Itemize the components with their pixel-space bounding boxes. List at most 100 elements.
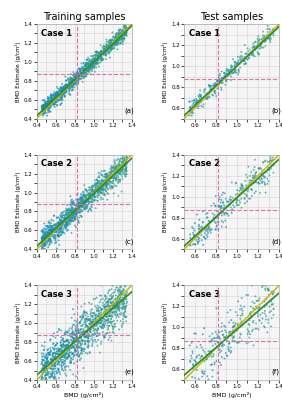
- Point: [56, 350, 60, 357]
- Point: [83, 69, 88, 76]
- Point: [66, 214, 70, 221]
- Y-axis label: BMD Estimate (g/cm²): BMD Estimate (g/cm²): [162, 302, 168, 363]
- Point: [80, 201, 85, 208]
- Point: [121, 300, 125, 307]
- Point: [75, 192, 79, 198]
- Point: [124, 30, 129, 37]
- Point: [45, 352, 49, 358]
- Point: [63, 219, 68, 225]
- Point: [230, 69, 234, 75]
- Point: [48, 104, 52, 111]
- Point: [67, 207, 71, 214]
- Point: [115, 170, 120, 176]
- Point: [254, 320, 258, 327]
- Point: [49, 95, 54, 101]
- Point: [231, 202, 235, 208]
- Point: [40, 374, 44, 380]
- Point: [121, 164, 125, 171]
- Point: [70, 210, 74, 216]
- Point: [100, 318, 105, 324]
- Point: [116, 168, 120, 174]
- Point: [78, 326, 83, 332]
- Point: [112, 324, 116, 330]
- Point: [122, 35, 127, 42]
- Point: [50, 96, 54, 102]
- Point: [68, 334, 72, 340]
- Point: [111, 325, 115, 332]
- Point: [206, 218, 211, 224]
- Point: [259, 171, 264, 177]
- Point: [100, 178, 104, 184]
- Point: [102, 42, 106, 49]
- Point: [111, 34, 116, 40]
- Point: [49, 220, 53, 227]
- Point: [81, 203, 85, 210]
- Point: [230, 64, 234, 71]
- Point: [41, 236, 46, 242]
- Point: [47, 236, 51, 243]
- Point: [120, 290, 124, 296]
- Point: [54, 376, 58, 382]
- Point: [66, 222, 70, 228]
- Point: [225, 73, 230, 80]
- Point: [118, 286, 122, 293]
- Point: [52, 104, 57, 110]
- Point: [80, 195, 84, 201]
- Point: [213, 203, 218, 210]
- Point: [74, 334, 79, 340]
- Point: [104, 48, 108, 54]
- Point: [64, 344, 69, 350]
- Point: [207, 89, 212, 96]
- Point: [120, 304, 125, 310]
- Point: [63, 85, 68, 92]
- Point: [67, 218, 71, 225]
- Point: [212, 335, 216, 342]
- Point: [93, 180, 98, 186]
- Point: [90, 192, 94, 198]
- Point: [68, 342, 72, 348]
- Point: [83, 334, 88, 340]
- Point: [103, 297, 107, 304]
- Point: [101, 173, 105, 180]
- Point: [43, 232, 48, 239]
- Point: [98, 304, 103, 311]
- Point: [41, 97, 46, 103]
- Point: [114, 312, 119, 318]
- Point: [70, 330, 75, 336]
- Point: [252, 190, 257, 196]
- Point: [207, 82, 211, 89]
- Point: [221, 80, 225, 86]
- Point: [88, 198, 92, 205]
- Point: [202, 325, 206, 331]
- Point: [50, 225, 54, 232]
- Point: [99, 56, 103, 62]
- Point: [102, 309, 106, 316]
- Point: [96, 170, 101, 176]
- Point: [117, 308, 122, 314]
- Point: [93, 181, 97, 187]
- Point: [51, 217, 56, 224]
- Point: [55, 361, 60, 368]
- Point: [79, 72, 83, 78]
- Point: [67, 78, 72, 85]
- Point: [73, 342, 77, 348]
- Point: [108, 40, 113, 46]
- Point: [244, 50, 248, 57]
- Point: [98, 196, 103, 203]
- Point: [105, 174, 109, 181]
- Point: [253, 174, 257, 181]
- Point: [225, 71, 229, 78]
- Point: [81, 204, 86, 210]
- Point: [243, 200, 247, 206]
- Point: [102, 335, 107, 341]
- Point: [64, 328, 68, 334]
- Point: [49, 101, 53, 107]
- Point: [69, 82, 74, 88]
- Point: [99, 292, 103, 299]
- Point: [67, 80, 71, 86]
- Point: [215, 78, 220, 84]
- Point: [230, 206, 235, 212]
- Point: [84, 333, 89, 339]
- Point: [111, 293, 115, 299]
- Point: [74, 206, 79, 212]
